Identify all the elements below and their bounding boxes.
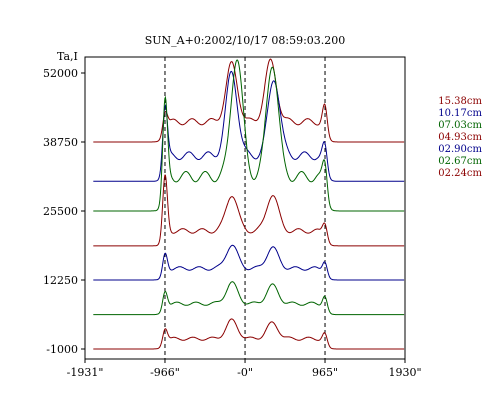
y-axis-label: Ta,I [57, 50, 78, 63]
y-axis-ticks: 52000 38750 25500 12250 -1000 [43, 67, 85, 356]
x-tick-label-3: 965" [312, 366, 338, 379]
x-tick-label-4: 1930" [388, 366, 421, 379]
y-tick-label-3: 12250 [43, 274, 78, 287]
x-axis-ticks: -1931" -966" -0" 965" 1930" [67, 359, 422, 379]
series-line-02.67cm [93, 281, 405, 316]
y-tick-label-0: 52000 [43, 67, 78, 80]
legend-entry-04.93cm: 04.93cm [438, 132, 482, 143]
series-line-07.03cm [93, 59, 405, 212]
chart-title: SUN_A+0:2002/10/17 08:59:03.200 [145, 34, 346, 47]
legend-entry-02.67cm: 02.67cm [438, 156, 482, 167]
y-tick-label-4: -1000 [46, 343, 78, 356]
legend: 15.38cm10.17cm07.03cm04.93cm02.90cm02.67… [438, 96, 482, 179]
reference-lines [164, 57, 326, 359]
legend-entry-02.24cm: 02.24cm [438, 168, 482, 179]
series-line-04.93cm [93, 174, 405, 247]
y-tick-label-1: 38750 [43, 136, 78, 149]
legend-entry-07.03cm: 07.03cm [438, 120, 482, 131]
series-line-02.24cm [93, 318, 405, 350]
legend-entry-15.38cm: 15.38cm [438, 96, 482, 107]
legend-entry-02.90cm: 02.90cm [438, 144, 482, 155]
series-lines [93, 58, 405, 350]
x-tick-label-1: -966" [150, 366, 180, 379]
legend-entry-10.17cm: 10.17cm [438, 108, 482, 119]
series-line-10.17cm [93, 70, 405, 182]
x-tick-label-2: -0" [237, 366, 253, 379]
x-tick-label-0: -1931" [67, 366, 104, 379]
series-line-02.90cm [93, 244, 405, 281]
y-tick-label-2: 25500 [43, 205, 78, 218]
series-line-15.38cm [93, 58, 405, 143]
